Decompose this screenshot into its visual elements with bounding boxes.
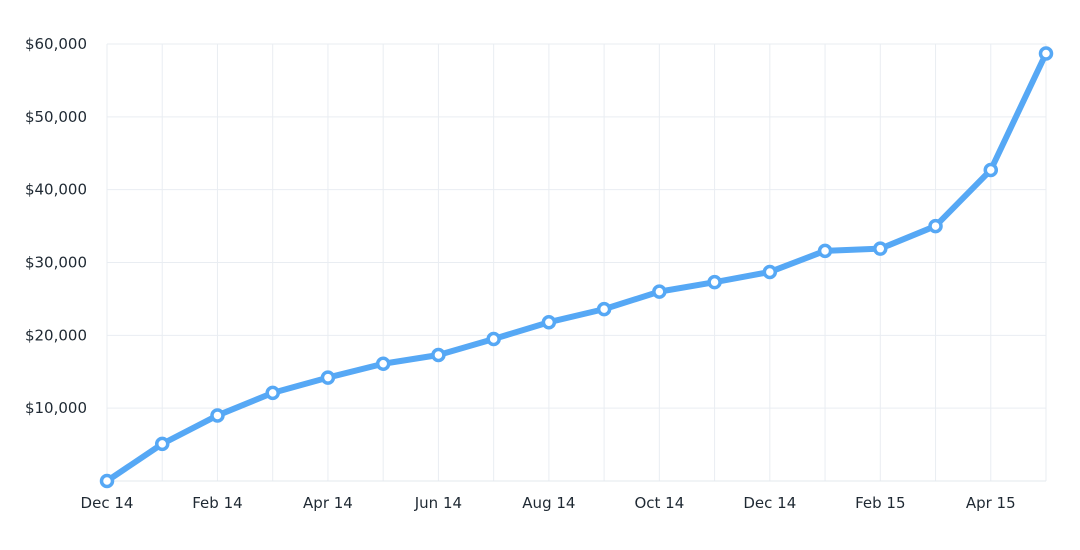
data-point[interactable] [596,301,612,317]
x-tick-label: Aug 14 [522,494,575,512]
data-point[interactable] [1038,46,1054,61]
x-tick-label: Feb 14 [192,494,242,512]
y-tick-label: $30,000 [25,254,87,272]
x-tick-label: Feb 15 [855,494,905,512]
x-axis: Dec 14 Feb 14 Apr 14 Jun 14 Aug 14 Oct 14 Dec … [81,494,1016,512]
data-point[interactable] [983,162,999,178]
data-point[interactable] [652,284,667,299]
grid [106,43,1047,482]
data-point[interactable] [154,436,170,452]
x-tick-label: Apr 15 [966,494,1016,512]
x-tick-label: Apr 14 [303,494,353,512]
data-point[interactable] [762,264,778,280]
y-axis: $10,000 $20,000 $30,000 $40,000 $50,000 $60,0… [25,35,87,417]
x-tick-label: Jun 14 [414,494,462,512]
x-tick-label: Dec 14 [743,494,796,512]
series [104,50,1049,484]
y-tick-label: $50,000 [25,108,87,126]
y-tick-label: $20,000 [25,326,87,344]
data-point[interactable] [375,356,391,371]
x-tick-label: Oct 14 [634,494,684,512]
data-point[interactable] [320,370,336,385]
data-point[interactable] [707,274,722,290]
y-tick-label: $60,000 [25,35,87,53]
data-point[interactable] [873,241,888,256]
data-point[interactable] [99,473,115,489]
y-tick-label: $10,000 [25,399,87,417]
series-line [104,50,1049,484]
x-tick-label: Dec 14 [81,494,134,512]
data-point[interactable] [486,331,501,347]
data-point[interactable] [541,314,557,330]
data-point[interactable] [265,385,280,401]
data-point[interactable] [210,408,225,423]
data-point[interactable] [817,243,833,259]
y-tick-label: $40,000 [25,181,87,199]
data-point[interactable] [431,347,446,363]
data-point[interactable] [928,218,943,234]
data-points [99,46,1054,489]
